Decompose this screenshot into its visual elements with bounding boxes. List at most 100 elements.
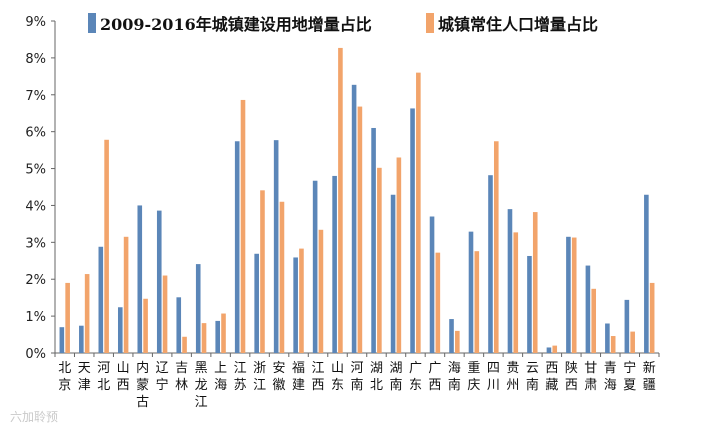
bar-land-29 [624, 299, 630, 353]
bar-land-17 [390, 194, 396, 353]
bar-land-9 [234, 141, 240, 353]
bar-population-13 [318, 229, 324, 353]
bar-land-12 [293, 257, 298, 353]
x-tick-label: 河南 [350, 361, 363, 393]
axes: 0% 1% 2% 3% 4% 5% 6% 7% 8% 9% [25, 15, 660, 362]
legend-swatch-population [426, 13, 434, 33]
x-tick-label: 吉林 [175, 361, 188, 393]
x-tick-label: 西藏 [545, 361, 558, 393]
x-tick-label: 辽宁 [156, 361, 169, 393]
y-tick-label: 1% [25, 310, 46, 325]
x-tick-label: 青海 [604, 361, 617, 393]
x-tick-label: 贵州 [506, 361, 519, 393]
watermark-text: 六加聆预 [10, 410, 58, 424]
bar-land-24 [527, 255, 532, 353]
bar-population-5 [162, 275, 168, 353]
bar-land-16 [371, 127, 376, 353]
x-tick-label: 浙江 [253, 361, 266, 393]
y-tick-label: 2% [25, 273, 46, 288]
bar-land-22 [488, 175, 493, 353]
bar-population-14 [338, 47, 343, 354]
bar-land-11 [273, 140, 279, 353]
bar-population-17 [396, 157, 402, 353]
x-tick-label: 河北 [97, 361, 110, 393]
bar-land-4 [137, 205, 143, 353]
bar-land-19 [429, 216, 435, 353]
bar-population-2 [104, 139, 109, 353]
x-tick-label: 云南 [526, 361, 539, 393]
x-tick-label: 天津 [78, 361, 91, 393]
x-tick-label: 四川 [487, 361, 500, 393]
bar-population-1 [84, 274, 90, 353]
bar-population-15 [357, 106, 363, 353]
bar-population-7 [201, 323, 207, 353]
y-tick-label: 7% [25, 89, 46, 104]
bar-population-6 [182, 336, 187, 353]
bar-land-15 [351, 84, 357, 353]
bar-population-25 [552, 345, 558, 353]
bar-population-8 [221, 313, 226, 353]
y-tick-label: 8% [25, 52, 46, 67]
x-tick-label: 宁夏 [623, 360, 636, 393]
legend-swatch-land [88, 13, 96, 33]
x-tick-label: 湖南 [389, 361, 402, 393]
legend: 2009-2016年城镇建设用地增量占比 城镇常住人口增量占比 [88, 13, 598, 34]
bar-land-18 [410, 108, 415, 354]
bar-land-27 [585, 265, 591, 353]
bar-population-21 [474, 251, 480, 353]
legend-label-population: 城镇常住人口增量占比 [438, 15, 598, 34]
bar-land-8 [215, 320, 221, 353]
y-tick-label: 3% [25, 236, 46, 251]
y-tick-label: 6% [25, 126, 46, 141]
bar-land-3 [117, 307, 123, 353]
y-tick-label: 0% [25, 347, 46, 362]
bar-land-1 [79, 325, 84, 353]
bar-land-23 [507, 209, 513, 353]
legend-label-land: 2009-2016年城镇建设用地增量占比 [100, 15, 372, 34]
x-tick-label: 海南 [448, 361, 461, 393]
bar-population-26 [571, 237, 577, 353]
bar-population-28 [610, 336, 616, 353]
x-tick-label: 黑龙江 [195, 361, 208, 410]
bar-population-29 [630, 331, 635, 353]
bar-land-5 [156, 210, 162, 353]
x-tick-label: 北京 [58, 361, 71, 393]
bar-population-3 [123, 236, 129, 353]
x-tick-label: 上海 [214, 361, 227, 393]
x-tick-label: 湖北 [370, 361, 383, 393]
bars [59, 47, 655, 354]
x-tick-label: 福建 [292, 361, 305, 393]
y-tick-label: 9% [25, 15, 46, 30]
bar-land-20 [449, 319, 454, 353]
bar-population-11 [279, 201, 285, 353]
bar-population-10 [260, 190, 265, 353]
bar-land-0 [59, 327, 65, 353]
bar-population-22 [493, 141, 499, 353]
x-tick-label: 山东 [331, 361, 344, 393]
bar-population-27 [591, 288, 597, 353]
bar-population-18 [416, 72, 421, 353]
y-tick-label: 5% [25, 163, 46, 178]
bar-land-21 [468, 231, 474, 353]
bar-land-26 [566, 236, 571, 353]
bar-land-30 [644, 194, 649, 353]
x-tick-label: 山西 [117, 361, 130, 393]
x-tick-label: 甘肃 [584, 361, 597, 393]
x-tick-labels: 北京天津河北山西内蒙古辽宁吉林黑龙江上海江苏浙江安徽福建江西山东河南湖北湖南广东… [58, 360, 656, 410]
bar-land-7 [195, 264, 201, 353]
bar-land-13 [312, 180, 318, 353]
bar-population-20 [455, 330, 460, 353]
x-tick-label: 江西 [312, 361, 325, 393]
bar-land-28 [605, 323, 610, 353]
x-tick-label: 江苏 [234, 361, 247, 393]
bar-land-10 [254, 253, 259, 353]
y-tick-label: 4% [25, 199, 46, 214]
x-tick-label: 重庆 [467, 360, 480, 393]
bar-population-24 [532, 212, 538, 353]
bar-land-2 [98, 246, 104, 353]
bar-population-30 [649, 282, 655, 353]
bar-land-25 [546, 347, 552, 353]
x-tick-label: 内蒙古 [136, 360, 149, 410]
bar-population-4 [143, 298, 148, 353]
